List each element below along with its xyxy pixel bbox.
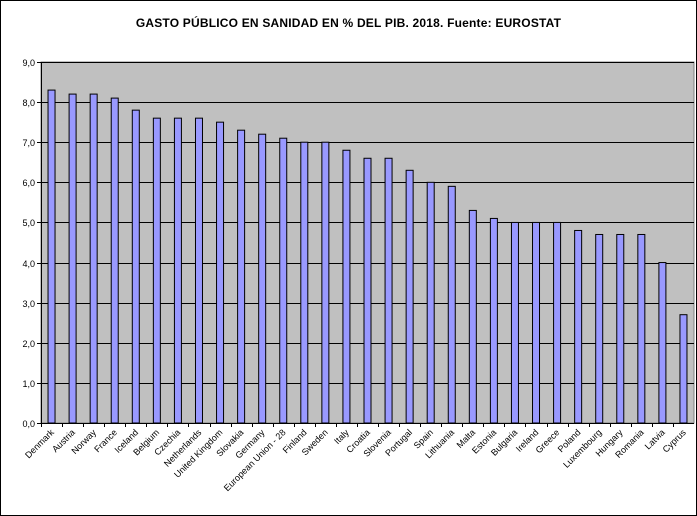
y-tick-label: 7,0: [22, 138, 35, 148]
bar-denmark: [47, 89, 56, 424]
bar-croatia: [363, 157, 372, 424]
bar-austria: [68, 93, 77, 424]
bar-germany: [258, 133, 267, 424]
bar-belgium: [152, 117, 161, 424]
y-tick-label: 8,0: [22, 98, 35, 108]
bar-france: [110, 97, 119, 424]
bar-cyprus: [679, 314, 688, 424]
bar-norway: [89, 93, 98, 424]
y-tick-label: 9,0: [22, 58, 35, 68]
y-tick-label: 3,0: [22, 299, 35, 309]
y-tick-label: 2,0: [22, 339, 35, 349]
bar-poland: [574, 229, 583, 424]
y-tick-label: 1,0: [22, 379, 35, 389]
bar-european-union-28: [279, 137, 288, 424]
bar-united-kingdom: [216, 121, 225, 424]
bar-portugal: [405, 169, 414, 424]
x-tick-label: Cyprus: [661, 427, 689, 455]
y-tick-label: 4,0: [22, 259, 35, 269]
bar-finland: [300, 141, 309, 424]
bar-bulgaria: [510, 221, 519, 424]
bar-hungary: [616, 233, 625, 424]
bar-spain: [426, 181, 435, 424]
chart-title: GASTO PÚBLICO EN SANIDAD EN % DEL PIB. 2…: [135, 16, 562, 30]
bar-lithuania: [447, 185, 456, 424]
bar-greece: [553, 221, 562, 424]
x-tick-label: Greece: [534, 427, 562, 455]
bar-luxembourg: [595, 233, 604, 424]
y-tick-label: 6,0: [22, 178, 35, 188]
bar-romania: [637, 233, 646, 424]
y-tick-label: 5,0: [22, 218, 35, 228]
y-tick-label: 0,0: [22, 419, 35, 429]
bar-ireland: [532, 221, 541, 424]
bar-slovenia: [384, 157, 393, 424]
bar-netherlands: [194, 117, 203, 424]
bar-sweden: [321, 141, 330, 424]
x-tick-label: Denmark: [23, 427, 56, 460]
bar-italy: [342, 149, 351, 424]
bar-slovakia: [237, 129, 246, 424]
bar-iceland: [131, 109, 140, 424]
bar-latvia: [658, 262, 667, 424]
bar-malta: [468, 209, 477, 424]
bar-czechia: [173, 117, 182, 424]
bar-estonia: [489, 217, 498, 424]
